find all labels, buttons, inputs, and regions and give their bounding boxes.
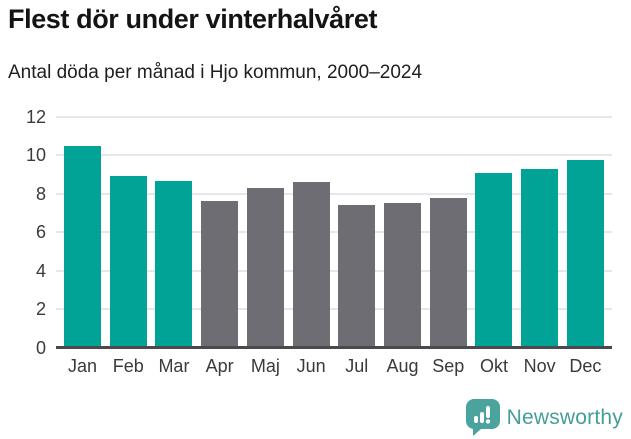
y-tick-label-8: 8	[35, 184, 46, 204]
bar-apr	[201, 201, 239, 348]
y-axis-labels: 0 2 4 6 8 10 12	[8, 108, 46, 357]
gridlines	[56, 116, 612, 348]
y-tick-label-0: 0	[35, 338, 46, 358]
x-tick-label-jul: Jul	[345, 356, 369, 376]
bar-jul	[338, 205, 376, 348]
x-tick-label-maj: Maj	[250, 356, 280, 376]
x-tick-label-aug: Aug	[386, 356, 419, 376]
gridline-8	[56, 193, 612, 195]
bar-okt	[475, 173, 513, 348]
plot-area	[56, 116, 612, 349]
gridline-4	[56, 270, 612, 272]
y-tick-label-6: 6	[35, 222, 46, 242]
bar-feb	[109, 176, 147, 348]
brand-footer[interactable]: Newsworthy	[465, 399, 623, 436]
bar-maj	[246, 188, 284, 348]
bar-sep	[429, 198, 467, 348]
chart-title: Flest dör under vinterhalvåret	[8, 4, 378, 34]
y-tick-label-2: 2	[35, 299, 46, 319]
gridline-10	[56, 154, 612, 156]
y-tick-label-12: 12	[25, 107, 46, 127]
bar-dec	[566, 160, 604, 348]
x-tick-label-jun: Jun	[296, 356, 326, 376]
y-tick-label-4: 4	[35, 261, 46, 281]
bar-aug	[384, 203, 422, 348]
x-tick-label-jan: Jan	[67, 356, 98, 376]
newsworthy-chart-bubble-icon	[465, 399, 500, 436]
gridline-6	[56, 231, 612, 233]
x-tick-label-feb: Feb	[112, 356, 144, 376]
bar-mar	[155, 181, 193, 348]
x-tick-label-mar: Mar	[158, 356, 190, 376]
x-axis-line	[56, 346, 612, 349]
y-tick-label-10: 10	[25, 145, 46, 165]
newsworthy-wordmark: Newsworthy	[506, 405, 623, 429]
bar-jun	[292, 182, 330, 348]
gridline-12	[56, 116, 612, 118]
x-tick-label-okt: Okt	[479, 356, 508, 376]
chart-subtitle: Antal döda per månad i Hjo kommun, 2000–…	[8, 62, 423, 83]
bar-nov	[521, 169, 559, 348]
x-tick-label-apr: Apr	[205, 356, 234, 376]
x-tick-label-nov: Nov	[523, 356, 556, 376]
x-axis-labels: Jan Feb Mar Apr Maj Jun Jul Aug Sep Okt Nov Dec	[56, 356, 612, 377]
bars-container	[56, 117, 612, 348]
x-tick-label-dec: Dec	[569, 356, 602, 376]
gridline-2	[56, 308, 612, 310]
bar-jan	[64, 146, 101, 348]
x-tick-label-sep: Sep	[432, 356, 465, 376]
